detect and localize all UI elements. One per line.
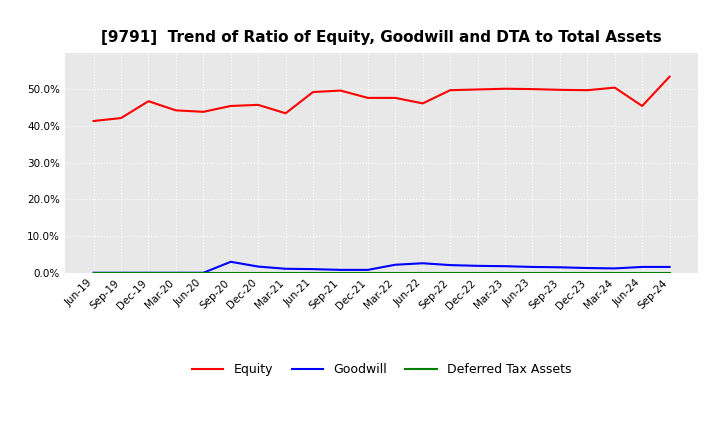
Equity [556, 87, 564, 92]
Goodwill [391, 262, 400, 268]
Deferred Tax Assets [418, 270, 427, 275]
Deferred Tax Assets [638, 270, 647, 275]
Goodwill [473, 263, 482, 268]
Goodwill [144, 270, 153, 275]
Equity [391, 95, 400, 101]
Deferred Tax Assets [144, 270, 153, 275]
Equity [309, 89, 318, 95]
Deferred Tax Assets [282, 270, 290, 275]
Deferred Tax Assets [391, 270, 400, 275]
Deferred Tax Assets [556, 270, 564, 275]
Goodwill [309, 267, 318, 272]
Deferred Tax Assets [528, 270, 537, 275]
Goodwill [336, 267, 345, 272]
Goodwill [611, 266, 619, 271]
Goodwill [500, 264, 509, 269]
Deferred Tax Assets [117, 270, 125, 275]
Goodwill [418, 260, 427, 266]
Equity [199, 109, 207, 114]
Goodwill [254, 264, 263, 269]
Deferred Tax Assets [611, 270, 619, 275]
Equity [89, 118, 98, 124]
Deferred Tax Assets [336, 270, 345, 275]
Goodwill [199, 270, 207, 275]
Goodwill [638, 264, 647, 270]
Deferred Tax Assets [364, 270, 372, 275]
Equity [336, 88, 345, 93]
Equity [528, 86, 537, 92]
Goodwill [556, 264, 564, 270]
Goodwill [665, 264, 674, 270]
Deferred Tax Assets [226, 270, 235, 275]
Deferred Tax Assets [665, 270, 674, 275]
Equity [226, 103, 235, 109]
Goodwill [583, 265, 592, 271]
Equity [117, 115, 125, 121]
Deferred Tax Assets [500, 270, 509, 275]
Deferred Tax Assets [199, 270, 207, 275]
Equity [638, 103, 647, 109]
Deferred Tax Assets [446, 270, 454, 275]
Goodwill [226, 259, 235, 264]
Line: Equity: Equity [94, 77, 670, 121]
Deferred Tax Assets [309, 270, 318, 275]
Goodwill [528, 264, 537, 270]
Deferred Tax Assets [473, 270, 482, 275]
Title: [9791]  Trend of Ratio of Equity, Goodwill and DTA to Total Assets: [9791] Trend of Ratio of Equity, Goodwil… [102, 29, 662, 45]
Equity [500, 86, 509, 92]
Deferred Tax Assets [583, 270, 592, 275]
Goodwill [117, 270, 125, 275]
Line: Goodwill: Goodwill [94, 262, 670, 273]
Legend: Equity, Goodwill, Deferred Tax Assets: Equity, Goodwill, Deferred Tax Assets [187, 358, 576, 381]
Goodwill [171, 270, 180, 275]
Equity [446, 88, 454, 93]
Deferred Tax Assets [171, 270, 180, 275]
Equity [144, 99, 153, 104]
Deferred Tax Assets [89, 270, 98, 275]
Equity [665, 74, 674, 79]
Equity [418, 101, 427, 106]
Equity [611, 85, 619, 90]
Equity [171, 108, 180, 113]
Goodwill [364, 267, 372, 272]
Deferred Tax Assets [254, 270, 263, 275]
Equity [473, 87, 482, 92]
Equity [254, 102, 263, 107]
Goodwill [282, 266, 290, 271]
Goodwill [89, 270, 98, 275]
Goodwill [446, 262, 454, 268]
Equity [364, 95, 372, 101]
Equity [282, 110, 290, 116]
Equity [583, 88, 592, 93]
